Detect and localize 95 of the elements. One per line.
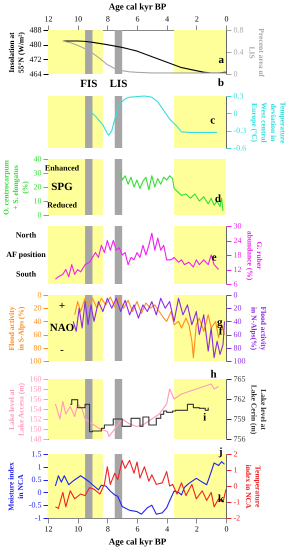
x-tick-label: 8 <box>106 524 110 534</box>
y-tick-label: 488 <box>30 26 42 34</box>
y2-tick-label: 0.3 <box>234 92 244 100</box>
y2-tick-label: 40 <box>234 316 242 326</box>
x2-tick-label: 0 <box>224 14 228 24</box>
x2-tick-label: 4 <box>165 14 170 24</box>
series-label: d <box>214 192 222 205</box>
annotation: NAO <box>50 322 75 334</box>
y2-tick-label: 1 <box>234 466 238 474</box>
y-tick-label: 150 <box>30 424 42 434</box>
y2-tick-label: 18 <box>234 250 242 260</box>
y-tick-label: -1 <box>34 514 42 522</box>
series-label: i <box>203 412 206 424</box>
x2-tick-label: 10 <box>74 14 82 24</box>
y2-tick-label: 100 <box>234 356 246 366</box>
x-tick-label: 12 <box>44 524 52 534</box>
annotation: SPG <box>51 181 74 193</box>
x2-axis-title: Age cal kyr BP <box>108 2 167 12</box>
band-label: FIS <box>80 78 98 90</box>
band-label: LIS <box>110 78 128 90</box>
series-label: h <box>210 368 217 380</box>
y-tick-label: 20 <box>34 182 42 192</box>
annotation: + <box>58 300 66 312</box>
y-tick-label: 1.5 <box>32 450 42 458</box>
y2-tick-label: 765 <box>234 374 246 384</box>
y2-tick-label: 0 <box>234 482 238 490</box>
y2-tick-label: 24 <box>234 236 242 245</box>
text: AF position <box>6 250 46 259</box>
y-tick-label: 100 <box>30 356 42 366</box>
series-label: g <box>217 316 224 329</box>
y2-tick-label: -0.3 <box>234 126 246 136</box>
y2-tick-label: -0.6 <box>234 144 246 152</box>
series-label: j <box>218 446 223 458</box>
x-tick-label: 10 <box>74 524 82 534</box>
annotation: Reduced <box>47 200 78 210</box>
x2-tick-label: 6 <box>136 14 140 24</box>
x-tick-label: 6 <box>136 524 140 534</box>
y2-tick-label: 0 <box>234 290 238 300</box>
x-tick-label: 2 <box>194 524 199 534</box>
y-tick-label: 154 <box>30 404 42 414</box>
x2-tick-label: 12 <box>44 14 52 24</box>
line-series <box>54 383 220 438</box>
y2-tick-label: 6 <box>234 280 238 288</box>
y-tick-label: 156 <box>30 394 42 404</box>
y-tick-label: 148 <box>30 434 42 444</box>
y-tick-label: 0 <box>38 488 42 497</box>
y-tick-label: 30 <box>34 168 42 178</box>
y-tick-label: -0.5 <box>28 500 42 510</box>
y2-tick-label: 2 <box>234 450 238 458</box>
y2-tick-label: 60 <box>234 330 242 340</box>
series-label: b <box>218 76 224 89</box>
y2-tick-label: 12 <box>234 265 242 274</box>
y2-tick-label: 0 <box>234 108 238 118</box>
line-series <box>54 232 220 280</box>
y2-tick-label: 759 <box>234 414 246 424</box>
annotation: Enhanced <box>44 163 80 172</box>
y-tick-label: 40 <box>34 316 42 326</box>
y2-tick-label: -2 <box>234 514 240 522</box>
y-tick-label: 0.5 <box>32 475 42 484</box>
x-tick-label: 4 <box>165 524 170 534</box>
y2-tick-label: -1 <box>234 498 240 506</box>
y2-tick-label: 756 <box>234 434 246 444</box>
y-tick-label: 60 <box>34 330 42 340</box>
y-tick-label: 40 <box>34 154 42 164</box>
line-series <box>120 172 224 212</box>
y-tick-label: 464 <box>30 70 42 78</box>
y-tick-label: 1 <box>38 462 42 472</box>
line-series <box>88 95 218 136</box>
annotation: - <box>60 344 64 356</box>
y-tick-label: 0 <box>38 290 42 300</box>
y2-tick-label: 80 <box>234 343 242 352</box>
y-tick-label: 20 <box>34 304 42 313</box>
x2-tick-label: 2 <box>194 14 199 24</box>
y-tick-label: 0 <box>38 210 42 220</box>
y2-tick-label: 0.8 <box>234 26 244 34</box>
y-tick-label: 160 <box>30 374 42 384</box>
y2-tick-label: 30 <box>234 222 242 230</box>
y-tick-label: 80 <box>34 343 42 352</box>
y-tick-label: 480 <box>30 40 42 50</box>
series-label: a <box>218 54 224 66</box>
series-label: c <box>210 114 216 126</box>
series-label: e <box>212 252 217 264</box>
y-tick-label: 152 <box>30 414 42 424</box>
y-tick-label: 472 <box>30 54 42 64</box>
y2-tick-label: 20 <box>234 304 242 313</box>
y2-tick-label: 762 <box>234 394 246 404</box>
y2-tick-label: 0.4 <box>234 48 244 56</box>
text: South <box>16 269 37 278</box>
x-tick-label: 0 <box>224 524 228 534</box>
y-tick-label: 158 <box>30 384 42 394</box>
x2-tick-label: 8 <box>106 14 110 24</box>
x-axis-title: Age cal kyr BP <box>108 536 167 546</box>
y-tick-label: 10 <box>34 196 42 206</box>
text: North <box>16 230 37 240</box>
y2-tick-label: 0 <box>234 70 238 78</box>
